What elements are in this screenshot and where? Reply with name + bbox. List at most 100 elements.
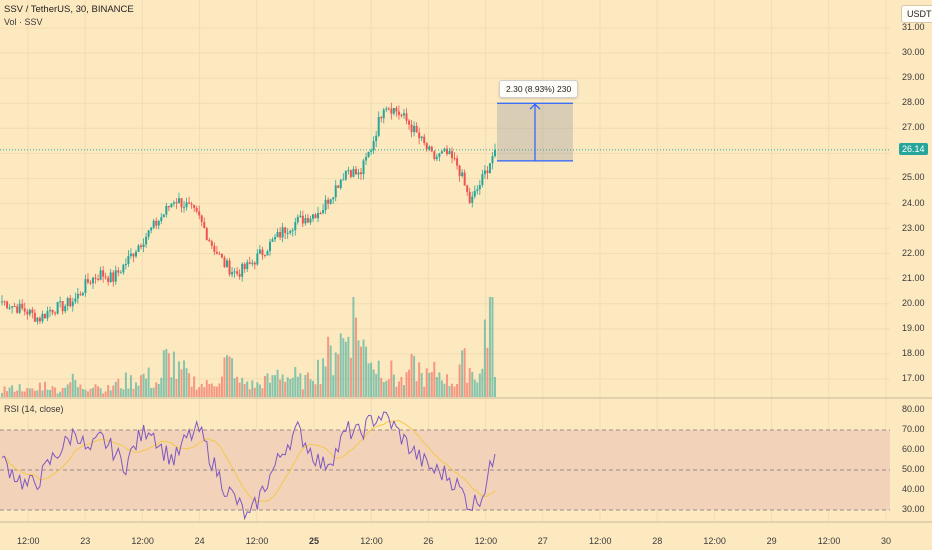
candle-body xyxy=(43,313,46,319)
candle-body xyxy=(13,306,16,308)
rsi-tick: 70.00 xyxy=(902,424,925,434)
volume-bar xyxy=(438,372,441,397)
candle-body xyxy=(56,302,59,314)
candle-body xyxy=(142,244,145,248)
volume-bar xyxy=(453,386,456,397)
volume-bar xyxy=(463,348,466,397)
candle-body xyxy=(28,309,31,315)
volume-bar xyxy=(147,367,150,397)
candle-body xyxy=(205,228,208,240)
candle-body xyxy=(54,312,57,314)
volume-bar xyxy=(74,380,77,397)
volume-bar xyxy=(142,373,145,397)
volume-bar xyxy=(38,382,41,397)
volume-legend[interactable]: Vol · SSV xyxy=(4,17,43,27)
last-price-badge: 26.14 xyxy=(899,143,928,155)
measure-label: 2.30 (8.93%) 230 xyxy=(499,80,579,98)
candle-body xyxy=(268,241,271,252)
candle-body xyxy=(347,170,350,172)
candle-body xyxy=(415,125,418,133)
rsi-tick: 50.00 xyxy=(902,464,925,474)
candle-body xyxy=(107,277,110,283)
volume-bar xyxy=(268,382,271,397)
volume-bar xyxy=(92,387,95,397)
volume-bar xyxy=(357,340,360,397)
candle-body xyxy=(400,114,403,116)
candle-body xyxy=(471,196,474,203)
volume-bar xyxy=(258,384,261,397)
volume-bar xyxy=(23,391,26,397)
symbol-title[interactable]: SSV / TetherUS, 30, BINANCE xyxy=(4,4,134,15)
candle-body xyxy=(147,230,150,237)
volume-bar xyxy=(112,385,115,397)
candle-body xyxy=(433,151,436,160)
candle-body xyxy=(122,264,125,273)
candle-body xyxy=(296,216,299,223)
volume-bar xyxy=(6,390,9,397)
currency-button[interactable]: USDT xyxy=(901,5,932,23)
price-range-measure[interactable] xyxy=(497,102,573,162)
candle-body xyxy=(243,263,246,270)
volume-bar xyxy=(466,382,469,397)
volume-bar xyxy=(243,383,246,397)
candle-body xyxy=(114,270,117,282)
volume-bar xyxy=(491,297,494,397)
candle-body xyxy=(476,189,479,191)
candle-body xyxy=(276,231,279,238)
candle-body xyxy=(352,169,355,177)
candle-body xyxy=(23,308,26,312)
candle-body xyxy=(397,111,400,115)
volume-bar xyxy=(266,373,269,397)
candle-body xyxy=(185,202,188,208)
volume-bar xyxy=(33,390,36,397)
candle-body xyxy=(440,151,443,154)
volume-bar xyxy=(119,388,122,397)
candle-body xyxy=(238,273,241,277)
volume-bar xyxy=(428,372,431,397)
rsi-legend[interactable]: RSI (14, close) xyxy=(4,404,64,414)
price-tick: 31.00 xyxy=(902,22,925,32)
volume-bar xyxy=(188,373,191,397)
volume-bar xyxy=(377,360,380,397)
volume-bar xyxy=(43,381,46,397)
candle-body xyxy=(193,204,196,209)
candle-body xyxy=(448,151,451,155)
candle-body xyxy=(423,136,426,144)
volume-bar xyxy=(410,353,413,397)
price-tick: 25.00 xyxy=(902,172,925,183)
volume-bar xyxy=(339,333,342,397)
candle-body xyxy=(274,237,277,240)
volume-bar xyxy=(71,373,74,397)
volume-bar xyxy=(13,391,16,397)
candle-body xyxy=(71,301,74,307)
volume-bar xyxy=(337,354,340,397)
volume-bar xyxy=(478,373,481,397)
candle-body xyxy=(334,185,337,198)
candle-body xyxy=(281,227,284,238)
candle-body xyxy=(11,306,14,308)
volume-bar xyxy=(294,367,297,397)
candle-body xyxy=(413,125,416,133)
candle-body xyxy=(140,245,143,248)
candle-body xyxy=(183,207,186,209)
candle-body xyxy=(342,179,345,181)
volume-bar xyxy=(177,361,180,397)
candle-body xyxy=(33,312,36,322)
volume-bar xyxy=(385,380,388,397)
candle-body xyxy=(150,227,153,231)
volume-bar xyxy=(413,355,416,397)
volume-bar xyxy=(69,382,72,397)
volume-bar xyxy=(375,373,378,397)
volume-bar xyxy=(319,383,322,397)
volume-bar xyxy=(124,372,127,397)
volume-bar xyxy=(304,375,307,397)
volume-bar xyxy=(296,376,299,397)
candle-body xyxy=(129,253,132,256)
candle-body xyxy=(420,136,423,139)
price-tick: 18.00 xyxy=(902,347,925,358)
volume-bar xyxy=(365,346,368,397)
volume-bar xyxy=(279,379,282,397)
measure-arrow-head xyxy=(529,103,541,110)
candle-body xyxy=(430,146,433,152)
